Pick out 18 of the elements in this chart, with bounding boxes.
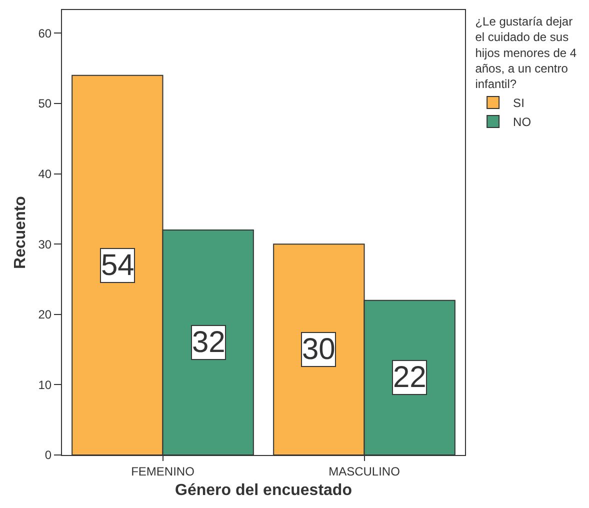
legend-label: NO <box>513 115 532 130</box>
legend-label: SI <box>513 96 524 110</box>
x-tick-label: FEMENINO <box>131 464 194 478</box>
data-label: 32 <box>192 326 226 359</box>
y-tick-label: 40 <box>38 167 52 181</box>
x-tick-label: MASCULINO <box>328 464 400 478</box>
y-tick-label: 50 <box>38 96 52 111</box>
x-axis-title: Género del encuestado <box>175 482 352 500</box>
data-label: 22 <box>393 361 426 394</box>
y-tick-label: 20 <box>38 308 52 322</box>
data-label: 30 <box>302 333 336 366</box>
y-tick-label: 30 <box>38 237 52 252</box>
data-label: 54 <box>101 249 134 282</box>
y-tick-label: 0 <box>44 448 52 462</box>
y-axis-title: Recuento <box>12 196 30 269</box>
y-tick-label: 10 <box>38 378 52 392</box>
legend-title: ¿Le gustaría dejar el cuidado de sus hijos menores de 4 años, a un centro infantil? <box>475 14 577 91</box>
y-tick-label: 60 <box>38 26 52 40</box>
